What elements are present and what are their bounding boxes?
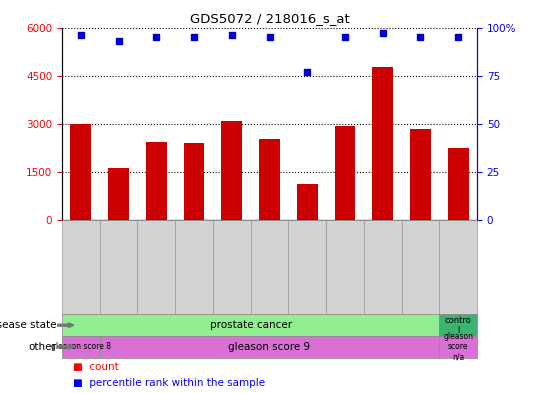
Text: disease state: disease state [0, 320, 57, 330]
Bar [410, 129, 431, 220]
Bar [259, 139, 280, 220]
Text: contro
l: contro l [445, 316, 472, 335]
Text: gleason score 9: gleason score 9 [229, 342, 310, 352]
Text: GDS5072 / 218016_s_at: GDS5072 / 218016_s_at [190, 12, 349, 25]
Bar [297, 184, 317, 220]
Bar [71, 125, 91, 220]
Point [416, 34, 425, 40]
Point [378, 30, 387, 37]
Point [454, 34, 462, 40]
Point [77, 32, 85, 39]
Bar [335, 127, 355, 220]
Text: ■  count: ■ count [73, 362, 119, 373]
Text: other: other [29, 342, 57, 352]
Point [303, 69, 312, 75]
Point [190, 34, 198, 40]
Bar [108, 168, 129, 220]
Text: gleason
score
n/a: gleason score n/a [443, 332, 473, 362]
Text: prostate cancer: prostate cancer [210, 320, 292, 330]
Bar [146, 142, 167, 220]
Text: gleason score 8: gleason score 8 [51, 342, 111, 351]
Bar [184, 143, 204, 220]
Text: ■  percentile rank within the sample: ■ percentile rank within the sample [73, 378, 265, 388]
Point [114, 38, 123, 44]
Point [152, 34, 161, 40]
Point [265, 34, 274, 40]
Bar [448, 147, 468, 220]
Bar [372, 67, 393, 220]
Point [227, 32, 236, 39]
Point [341, 34, 349, 40]
Bar [222, 121, 242, 220]
